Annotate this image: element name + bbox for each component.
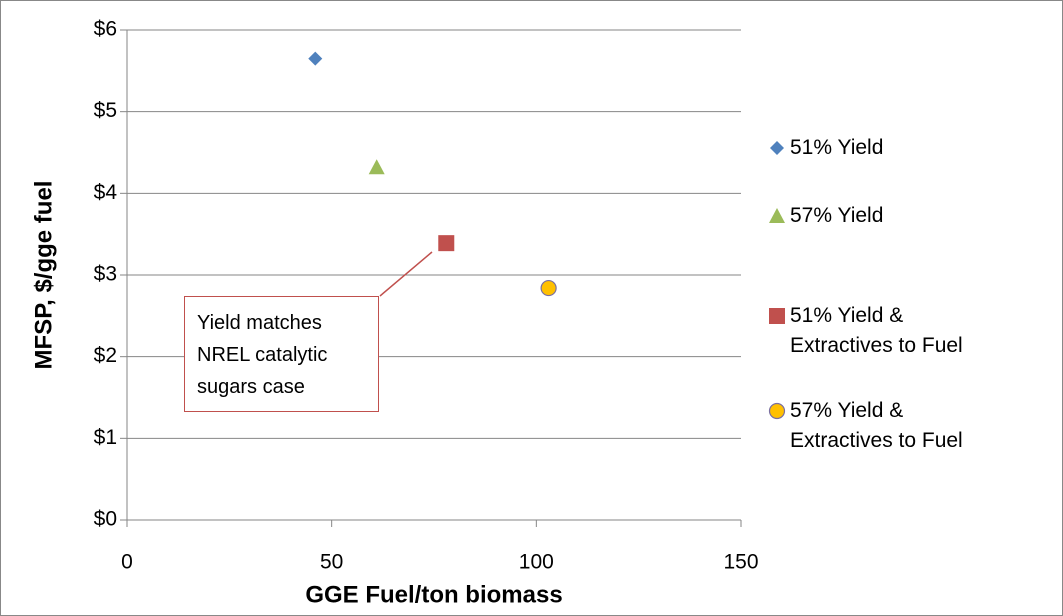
x-tick-label: 150 xyxy=(723,551,758,574)
point xyxy=(438,235,455,252)
point xyxy=(308,51,323,66)
y-tick-label: $6 xyxy=(94,18,117,41)
x-tick-label: 0 xyxy=(121,551,133,574)
y-tick-label: $3 xyxy=(94,263,117,286)
y-tick-label: $0 xyxy=(94,508,117,531)
point xyxy=(540,279,557,297)
y-axis-label: MFSP, $/gge fuel xyxy=(30,181,57,370)
legend-marker xyxy=(768,402,786,420)
legend-label: 51% Yield & Extractives to Fuel xyxy=(790,304,963,357)
annotation-text: Yield matches NREL catalytic sugars case xyxy=(197,312,328,398)
y-tick-label: $1 xyxy=(94,426,117,449)
legend-marker xyxy=(769,308,785,324)
legend-marker xyxy=(770,141,784,155)
x-tick-label: 100 xyxy=(519,551,554,574)
point xyxy=(368,159,385,175)
legend-label: 57% Yield xyxy=(790,204,884,227)
annotation-leader xyxy=(379,251,433,297)
legend-label: 57% Yield & Extractives to Fuel xyxy=(790,399,963,452)
legend-label: 51% Yield xyxy=(790,136,884,159)
annotation: Yield matches NREL catalytic sugars case xyxy=(184,296,379,412)
x-axis-label: GGE Fuel/ton biomass xyxy=(305,581,562,608)
y-tick-label: $2 xyxy=(94,344,117,367)
x-tick-label: 50 xyxy=(320,551,343,574)
legend-marker xyxy=(769,208,785,223)
y-tick-label: $4 xyxy=(94,181,118,204)
y-tick-label: $5 xyxy=(94,99,117,122)
